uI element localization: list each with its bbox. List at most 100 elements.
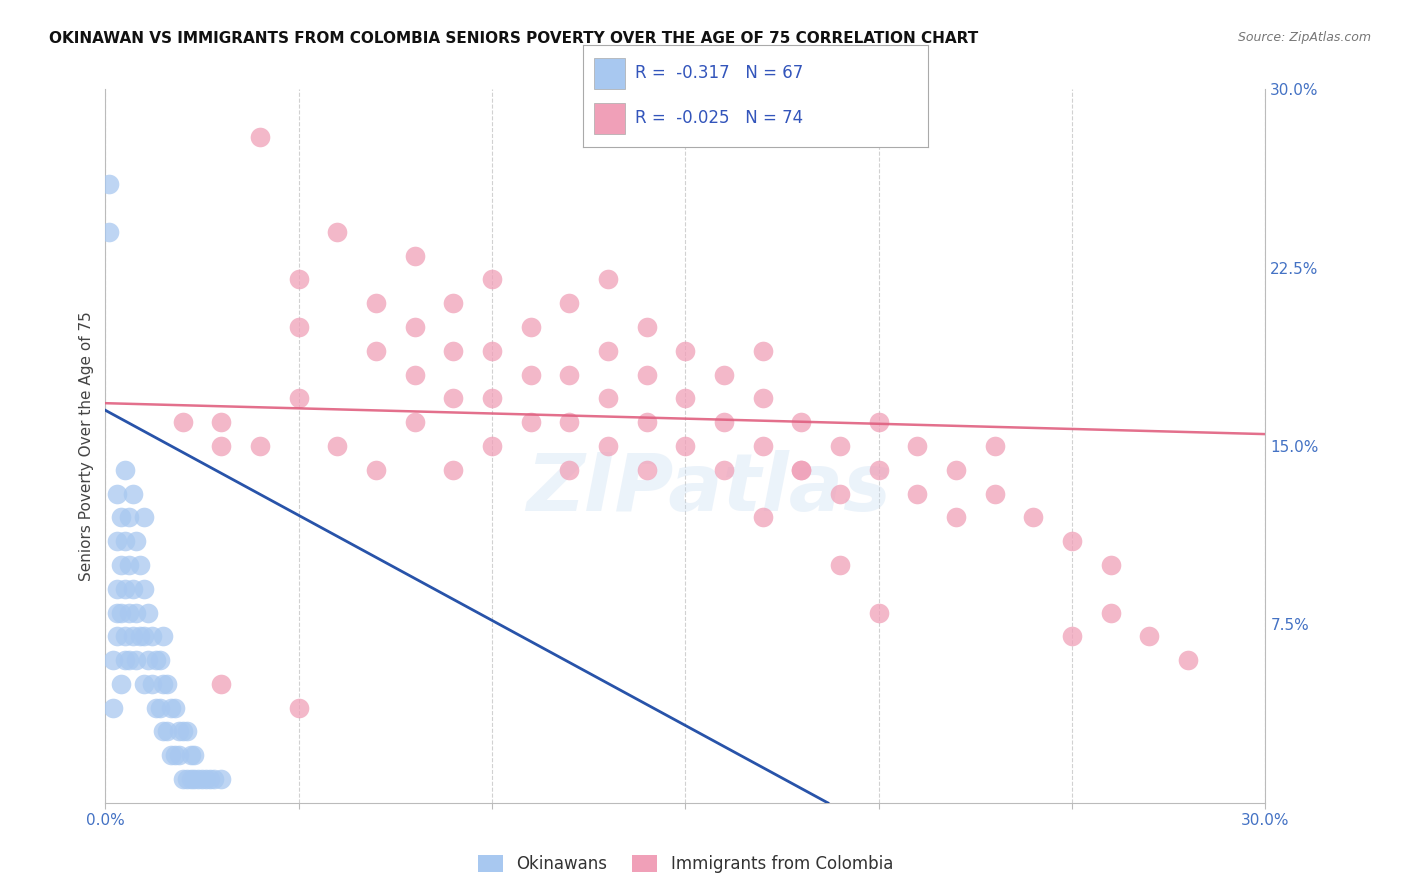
Point bbox=[132, 677, 156, 691]
Point bbox=[98, 178, 121, 192]
Point bbox=[125, 653, 148, 667]
Point bbox=[132, 510, 156, 524]
Point bbox=[160, 748, 183, 763]
Point bbox=[149, 700, 172, 714]
Point bbox=[287, 700, 309, 714]
Point bbox=[129, 558, 152, 572]
Point bbox=[110, 558, 132, 572]
Point bbox=[481, 392, 503, 406]
Point bbox=[132, 582, 156, 596]
Point bbox=[366, 463, 388, 477]
Point bbox=[366, 296, 388, 310]
Point bbox=[481, 439, 503, 453]
Point bbox=[163, 700, 186, 714]
Point bbox=[598, 392, 620, 406]
Point bbox=[141, 677, 163, 691]
Point bbox=[187, 772, 209, 786]
Point bbox=[984, 486, 1007, 500]
Point bbox=[129, 629, 152, 643]
Point bbox=[828, 486, 851, 500]
Point bbox=[114, 629, 136, 643]
Point bbox=[156, 724, 179, 739]
Point bbox=[114, 534, 136, 549]
Point bbox=[132, 629, 156, 643]
Point bbox=[249, 439, 271, 453]
Point bbox=[751, 439, 773, 453]
Point bbox=[191, 772, 214, 786]
Point bbox=[326, 225, 349, 239]
Point bbox=[176, 724, 198, 739]
Point bbox=[598, 439, 620, 453]
Point bbox=[211, 415, 233, 429]
Point bbox=[103, 700, 125, 714]
Text: OKINAWAN VS IMMIGRANTS FROM COLOMBIA SENIORS POVERTY OVER THE AGE OF 75 CORRELAT: OKINAWAN VS IMMIGRANTS FROM COLOMBIA SEN… bbox=[49, 31, 979, 46]
Point bbox=[441, 392, 464, 406]
Point bbox=[118, 558, 141, 572]
Point bbox=[141, 629, 163, 643]
Point bbox=[713, 463, 735, 477]
Text: Source: ZipAtlas.com: Source: ZipAtlas.com bbox=[1237, 31, 1371, 45]
Point bbox=[1060, 629, 1083, 643]
Point bbox=[160, 700, 183, 714]
Point bbox=[136, 606, 159, 620]
Point bbox=[183, 772, 205, 786]
Point bbox=[136, 653, 159, 667]
Bar bbox=[593, 58, 624, 88]
Point bbox=[114, 463, 136, 477]
Point bbox=[404, 368, 426, 382]
Point bbox=[713, 368, 735, 382]
Point bbox=[598, 343, 620, 358]
Point bbox=[520, 368, 543, 382]
Point bbox=[287, 272, 309, 286]
Point bbox=[114, 582, 136, 596]
Point bbox=[404, 320, 426, 334]
Point bbox=[404, 415, 426, 429]
Point bbox=[558, 296, 581, 310]
Point bbox=[790, 463, 813, 477]
Point bbox=[598, 272, 620, 286]
Point bbox=[868, 415, 890, 429]
Y-axis label: Seniors Poverty Over the Age of 75: Seniors Poverty Over the Age of 75 bbox=[79, 311, 94, 581]
Point bbox=[172, 415, 194, 429]
Point bbox=[984, 439, 1007, 453]
Text: R =  -0.317   N = 67: R = -0.317 N = 67 bbox=[636, 64, 803, 82]
Point bbox=[172, 772, 194, 786]
Point bbox=[675, 392, 697, 406]
Point bbox=[790, 463, 813, 477]
Legend: Okinawans, Immigrants from Colombia: Okinawans, Immigrants from Colombia bbox=[471, 848, 900, 880]
Point bbox=[105, 606, 128, 620]
Point bbox=[180, 748, 202, 763]
Point bbox=[287, 320, 309, 334]
Point bbox=[751, 510, 773, 524]
Point bbox=[152, 629, 174, 643]
Point bbox=[114, 653, 136, 667]
Point bbox=[194, 772, 217, 786]
Point bbox=[167, 724, 190, 739]
Point bbox=[326, 439, 349, 453]
Point bbox=[249, 129, 271, 144]
Point bbox=[790, 415, 813, 429]
Point bbox=[404, 249, 426, 263]
Point bbox=[828, 439, 851, 453]
Point bbox=[751, 343, 773, 358]
Point bbox=[125, 534, 148, 549]
Point bbox=[121, 629, 143, 643]
Point bbox=[118, 606, 141, 620]
Point bbox=[905, 439, 928, 453]
Point bbox=[636, 415, 658, 429]
Point bbox=[1139, 629, 1161, 643]
Point bbox=[366, 343, 388, 358]
Point bbox=[1022, 510, 1045, 524]
Point bbox=[441, 343, 464, 358]
Point bbox=[1099, 558, 1122, 572]
Point bbox=[1060, 534, 1083, 549]
Point bbox=[441, 463, 464, 477]
Point bbox=[828, 558, 851, 572]
Point bbox=[105, 534, 128, 549]
Point bbox=[751, 392, 773, 406]
Point bbox=[152, 677, 174, 691]
Bar bbox=[593, 103, 624, 134]
Point bbox=[145, 653, 167, 667]
Point bbox=[176, 772, 198, 786]
Point bbox=[558, 415, 581, 429]
